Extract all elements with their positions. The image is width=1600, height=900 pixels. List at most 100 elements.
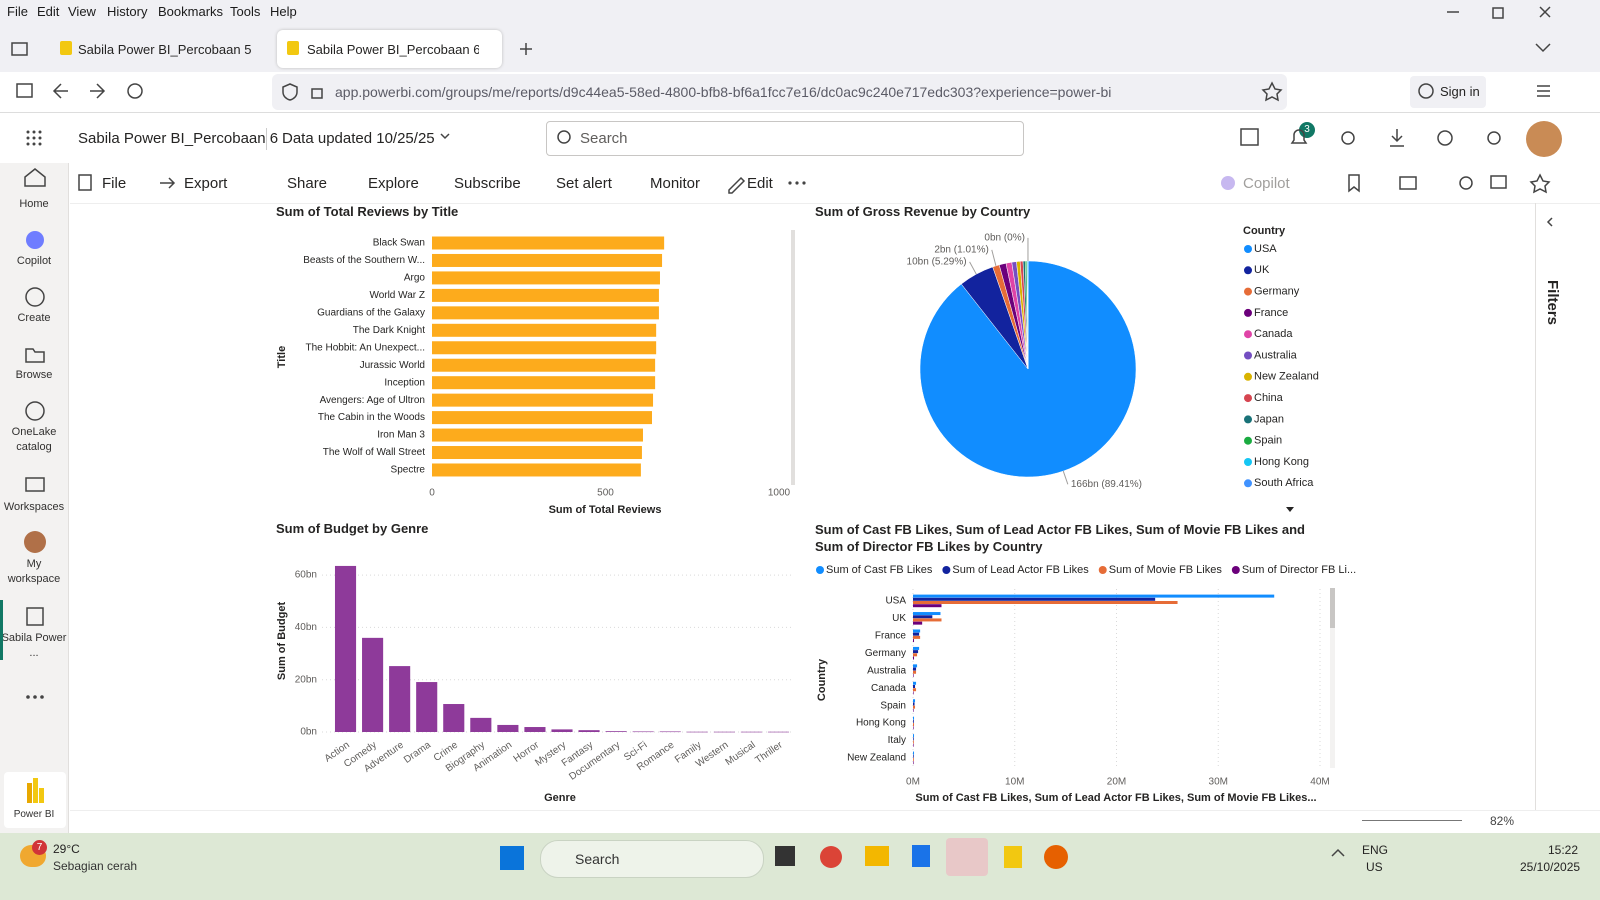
url-field[interactable]: app.powerbi.com/groups/me/reports/d9c44e… — [272, 74, 1287, 110]
bar — [432, 271, 660, 285]
data-updated[interactable]: Data updated 10/25/25 — [282, 130, 435, 147]
legend-label: USA — [1254, 243, 1277, 255]
icon-menu — [1537, 85, 1550, 97]
report-name[interactable]: Sabila Power BI_Percobaan 6 — [78, 130, 279, 147]
bar — [432, 341, 657, 355]
tab-icon — [287, 41, 299, 55]
menu-item[interactable]: Tools — [230, 4, 261, 19]
bar — [432, 236, 665, 250]
bar — [913, 594, 1275, 598]
nav-active — [0, 600, 3, 660]
legend-label: Germany — [1254, 286, 1300, 298]
bar — [913, 664, 918, 668]
bar — [913, 653, 918, 657]
menu-item[interactable]: Bookmarks — [158, 4, 224, 19]
nav-item[interactable]: Sabila Power ... — [1, 632, 67, 659]
legend-marker — [1244, 394, 1252, 403]
nav-item[interactable]: Workspaces — [3, 501, 65, 513]
legend-label: Canada — [1254, 328, 1293, 340]
search-label: Search — [575, 851, 620, 867]
nav-item[interactable]: Power BI — [13, 809, 55, 820]
bar — [913, 629, 921, 633]
legend-marker — [1244, 351, 1252, 360]
y-tick-label: Australia — [867, 665, 906, 676]
toolbar-button[interactable]: Monitor — [650, 175, 701, 192]
tab-active[interactable]: Sabila Power BI_Percobaan 6 - P — [277, 30, 502, 68]
filters-pane[interactable]: Filters — [1544, 280, 1561, 326]
bar — [913, 726, 914, 730]
app-icon[interactable] — [865, 846, 889, 866]
legend-label: Sum of Director FB Li... — [1242, 564, 1356, 576]
zoom-slider[interactable] — [1362, 820, 1462, 821]
legend-label: UK — [1254, 264, 1270, 276]
bar — [470, 717, 492, 732]
toolbar-button[interactable]: Export — [184, 175, 228, 192]
nav-arrows — [52, 83, 106, 99]
x-tick-label: Thriller — [753, 739, 785, 766]
legend-label: Spain — [1254, 435, 1282, 447]
avatar[interactable] — [1526, 121, 1562, 157]
x-tick-label: 30M — [1209, 777, 1228, 788]
toolbar-button[interactable]: File — [102, 175, 127, 192]
legend-label: Sum of Movie FB Likes — [1109, 564, 1223, 576]
bar — [432, 288, 659, 302]
nav-item[interactable]: Create — [17, 312, 51, 324]
nav-item[interactable]: Browse — [15, 369, 53, 381]
nav-item[interactable]: Home — [19, 198, 49, 210]
menu-item[interactable]: Help — [270, 4, 297, 19]
bar — [524, 727, 546, 732]
bar — [913, 688, 917, 692]
copilot-button[interactable]: Copilot — [1243, 175, 1290, 192]
nav-item[interactable]: OneLake catalog — [11, 426, 57, 453]
sign-in-button[interactable]: Sign in — [1410, 76, 1486, 108]
bar — [389, 666, 411, 732]
bar — [913, 691, 914, 695]
x-axis-label: Sum of Total Reviews — [549, 504, 662, 516]
bar — [913, 604, 942, 608]
bar — [913, 673, 914, 677]
menu-item[interactable]: View — [68, 4, 96, 19]
tab[interactable]: Sabila Power BI_Percobaan 5 - P — [56, 30, 270, 68]
app-icon[interactable] — [820, 846, 842, 868]
toolbar-button[interactable]: Subscribe — [454, 175, 521, 192]
nav-item[interactable]: My workspace — [7, 558, 61, 585]
menu-item[interactable]: File — [7, 4, 28, 19]
app-icon[interactable] — [1044, 845, 1068, 869]
x-tick-label: Family — [673, 740, 703, 766]
legend-marker — [1098, 566, 1107, 574]
app-icon[interactable] — [775, 846, 795, 866]
pie-slice — [960, 266, 1029, 370]
toolbar-button[interactable]: Share — [287, 175, 328, 192]
bar — [497, 724, 519, 732]
legend-label: Japan — [1254, 413, 1284, 425]
legend-label: France — [1254, 307, 1288, 319]
taskbar-search[interactable]: Search — [540, 840, 764, 878]
legend-marker — [1244, 330, 1252, 339]
x-tick-label: Romance — [635, 739, 677, 773]
legend-label: New Zealand — [1254, 371, 1319, 383]
toolbar-button[interactable]: Set alert — [556, 175, 612, 192]
start-button[interactable] — [500, 846, 524, 870]
legend-title: Country — [1243, 225, 1286, 237]
pie-slice — [1022, 260, 1029, 370]
nav-item[interactable]: Copilot — [16, 255, 52, 267]
toolbar-button[interactable]: Explore — [368, 175, 419, 192]
menu-item[interactable]: History — [107, 4, 148, 19]
menu-item[interactable]: Edit — [37, 4, 60, 19]
search-box[interactable]: Search — [546, 121, 1024, 156]
app-icon[interactable] — [1004, 846, 1022, 868]
bar — [913, 597, 1156, 601]
bar — [913, 650, 919, 654]
y-tick-label: 60bn — [295, 570, 317, 581]
bar — [913, 723, 915, 727]
icon-help — [1437, 130, 1453, 146]
x-tick-label: Mystery — [533, 740, 568, 769]
x-tick-label: Crime — [432, 739, 461, 764]
toolbar-button[interactable]: Edit — [747, 175, 773, 192]
y-tick-label: UK — [892, 613, 906, 624]
app-icon[interactable] — [912, 845, 930, 867]
app-icon-active[interactable] — [946, 838, 988, 876]
bar — [551, 729, 573, 732]
bar — [362, 637, 384, 732]
